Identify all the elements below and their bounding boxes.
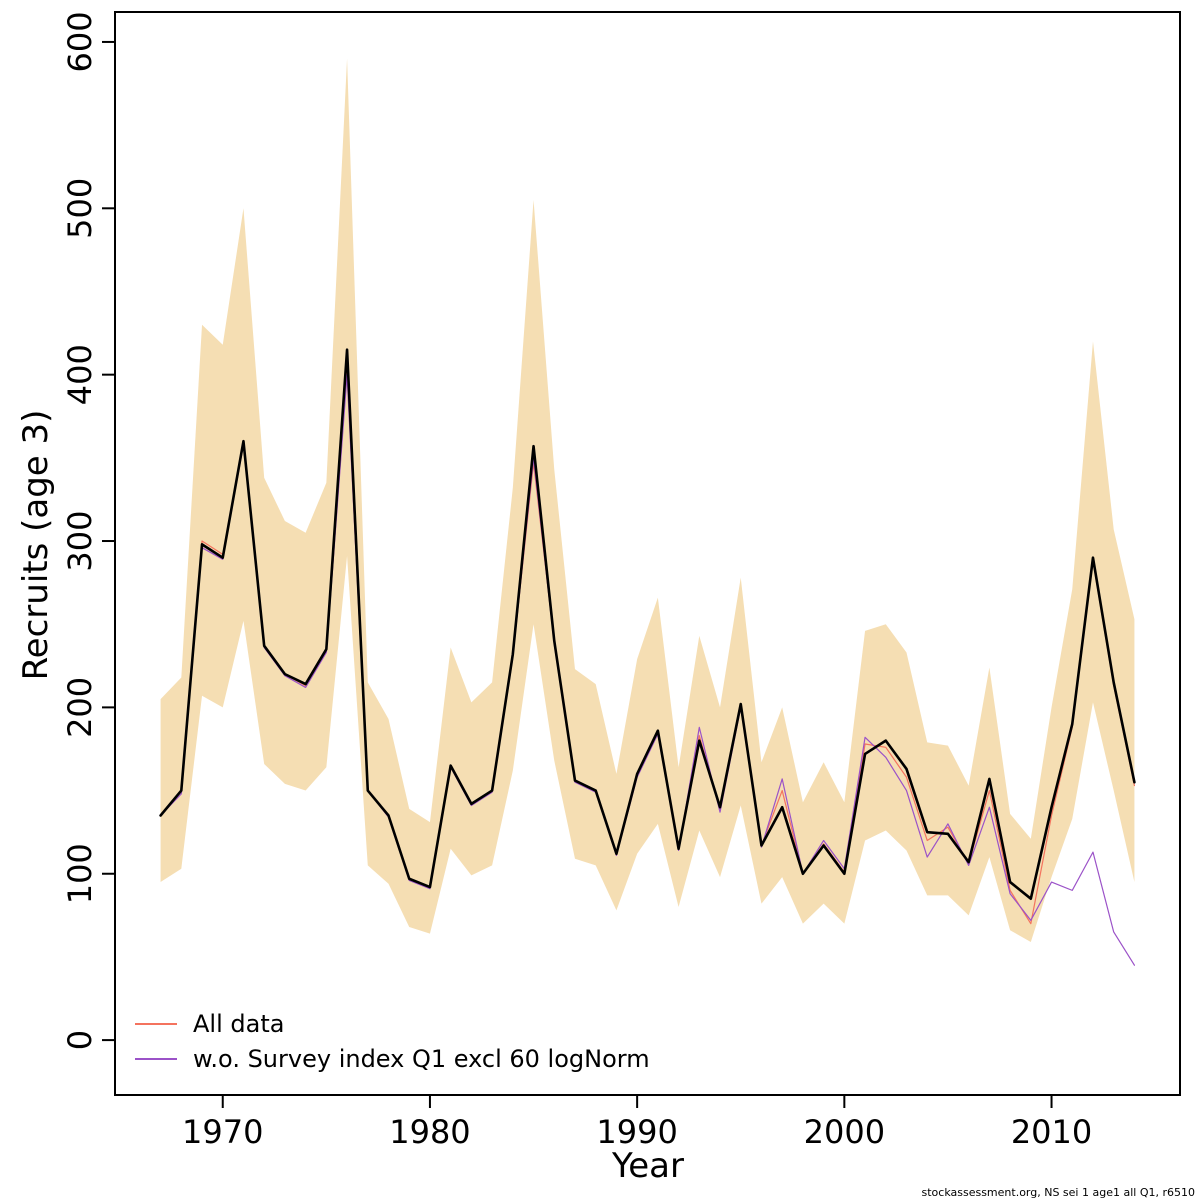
y-axis-title: Recruits (age 3) [16,409,56,681]
x-tick-label: 1990 [596,1113,677,1151]
y-tick-label: 0 [61,1030,99,1050]
legend: All data w.o. Survey index Q1 excl 60 lo… [135,1010,650,1073]
legend-line-sample-all-data [135,1023,177,1025]
legend-item-wo-survey: w.o. Survey index Q1 excl 60 logNorm [135,1045,650,1073]
plot-box [114,11,1181,1096]
confidence-band [160,58,1135,942]
x-tick-label: 1980 [389,1113,470,1151]
y-tick-label: 600 [61,11,99,72]
y-tick-label: 200 [61,677,99,738]
watermark-text: stockassessment.org, NS sei 1 age1 all Q… [921,1186,1196,1199]
series-line-base [159,348,1136,900]
y-tick-label: 100 [61,843,99,904]
legend-line-sample-wo-survey [135,1058,177,1060]
legend-label-all-data: All data [193,1010,285,1038]
y-tick-label: 400 [61,344,99,405]
x-tick-label: 1970 [182,1113,263,1151]
legend-label-wo-survey: w.o. Survey index Q1 excl 60 logNorm [193,1045,650,1073]
series-line-wo-survey [159,374,1136,966]
x-tick-label: 2010 [1011,1113,1092,1151]
x-axis-title: Year [612,1146,684,1186]
y-tick-label: 500 [61,178,99,239]
legend-item-all-data: All data [135,1010,650,1038]
x-tick-label: 2000 [804,1113,885,1151]
y-tick-label: 300 [61,510,99,571]
